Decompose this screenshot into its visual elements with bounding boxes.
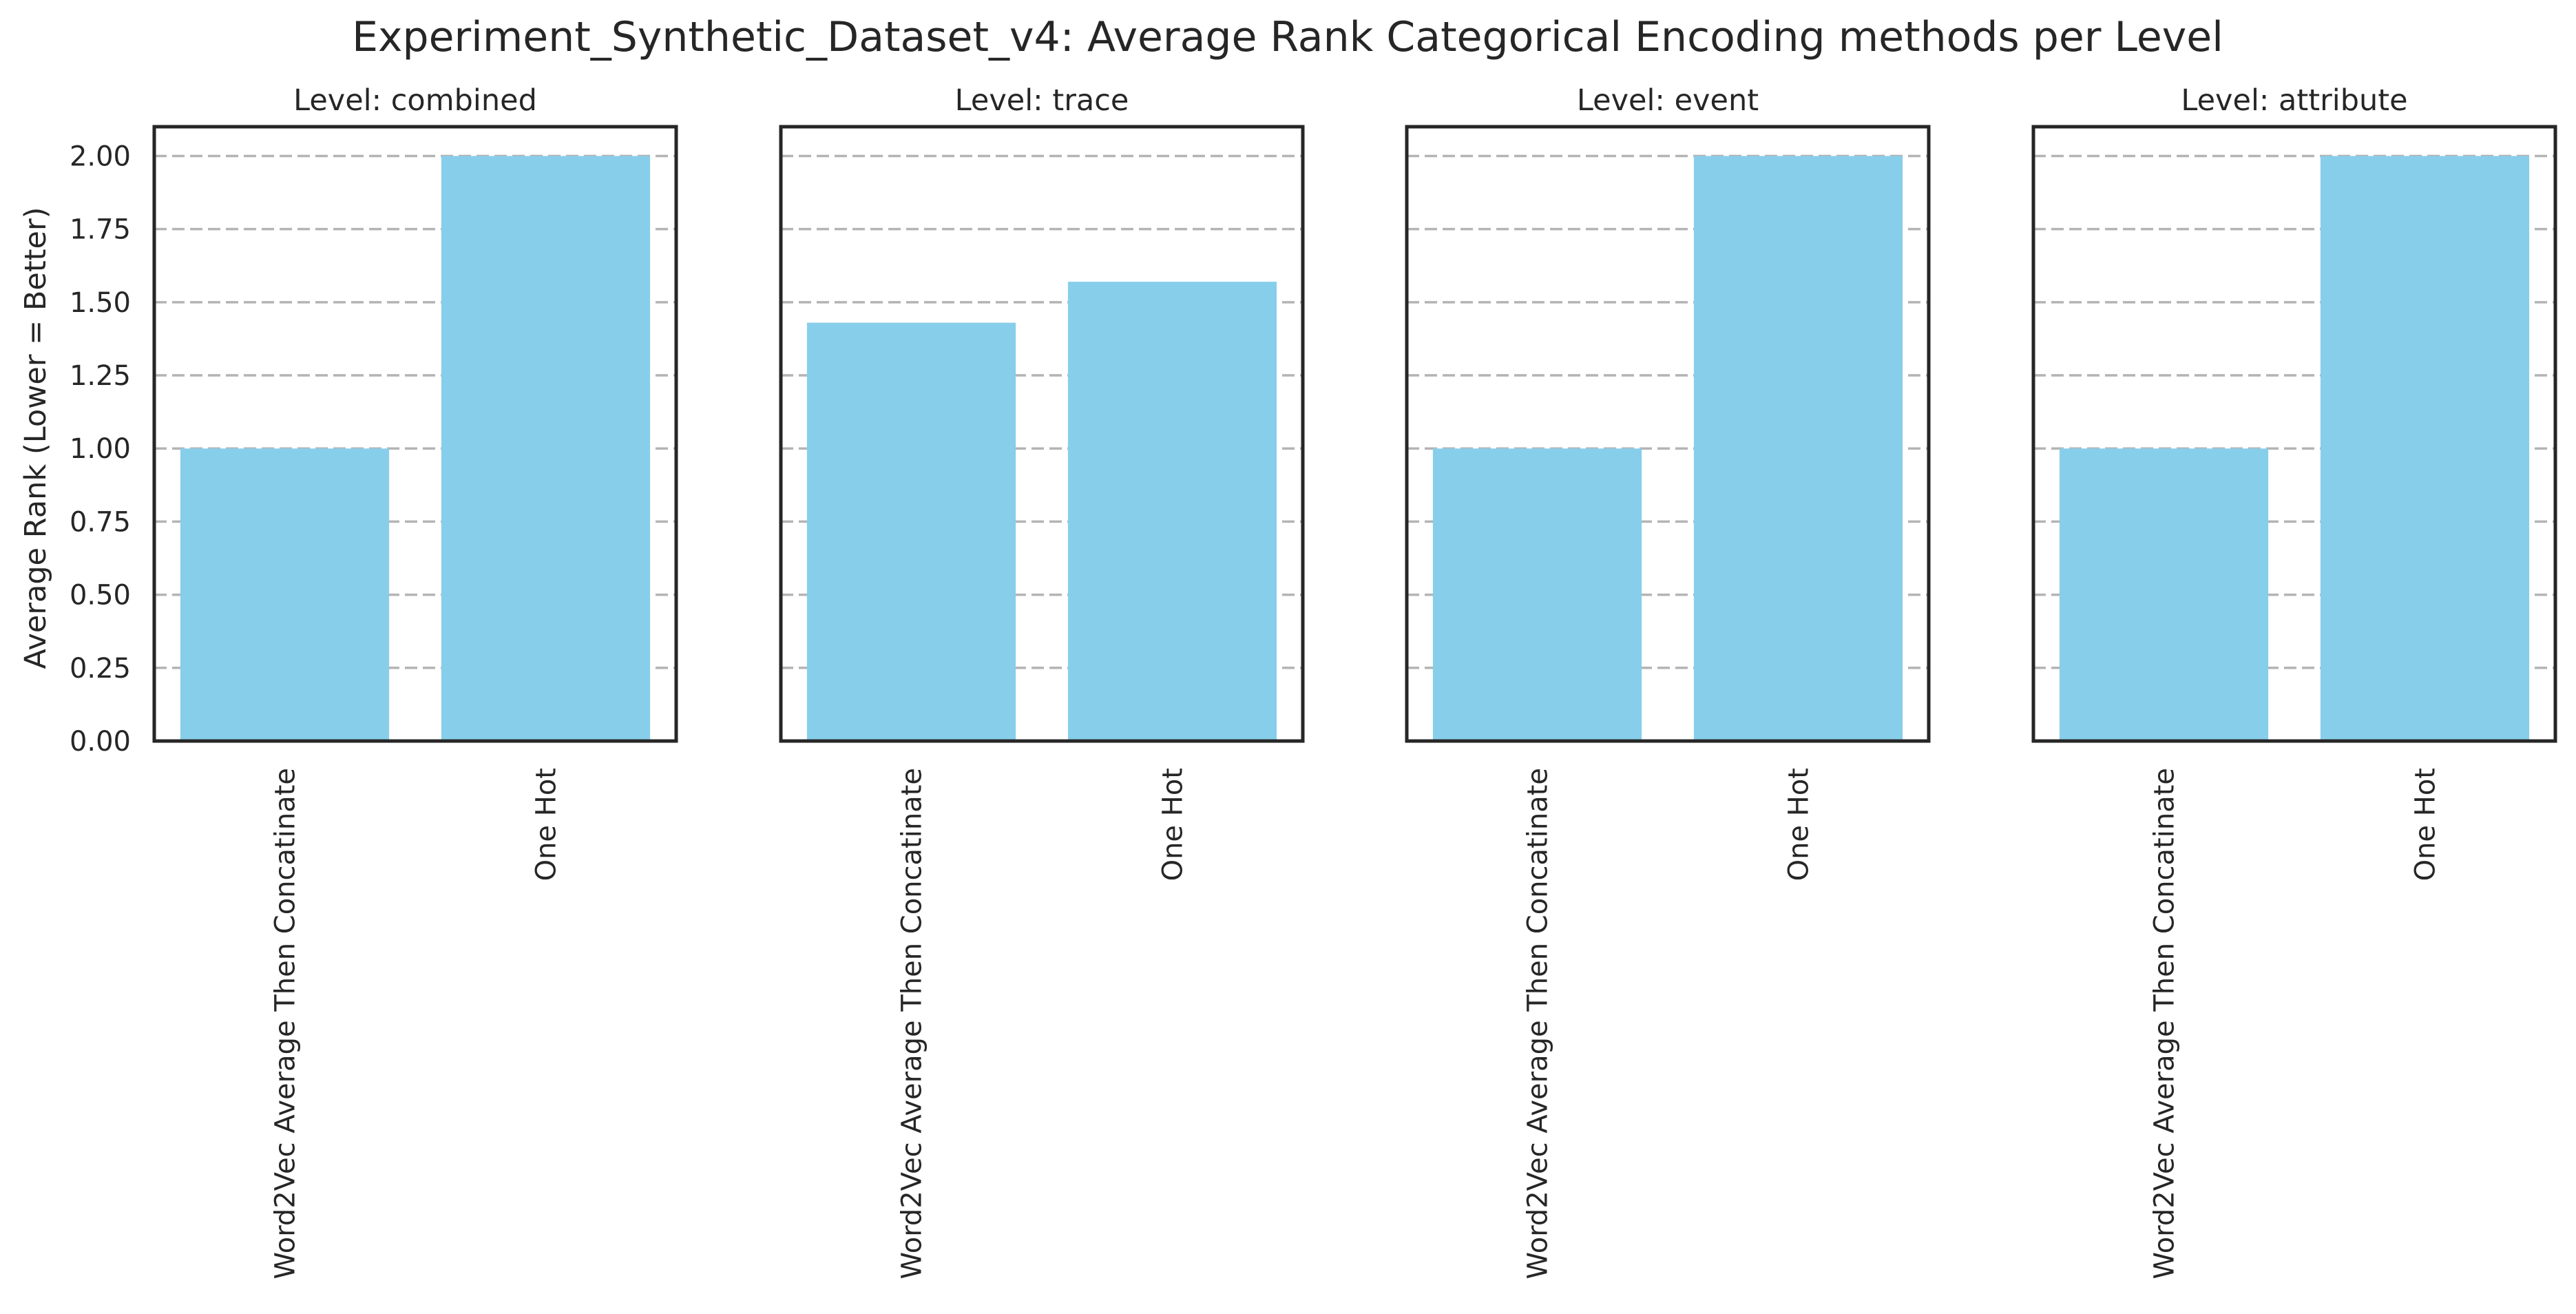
bar [806, 322, 1016, 742]
bar [1067, 282, 1277, 742]
x-tick-label: One Hot [1158, 768, 1189, 881]
panel-title: Level: trace [955, 83, 1129, 118]
y-tick-label: 0.75 [70, 506, 131, 538]
y-tick-label: 1.00 [70, 433, 131, 465]
panel-3: Level: event Word2Vec Average Then Concat… [1405, 83, 1931, 1279]
y-tick-label: 0.50 [70, 580, 131, 612]
bar [180, 448, 390, 741]
x-tick-label: One Hot [2410, 768, 2442, 881]
x-tick-label: Word2Vec Average Then Concatinate [1522, 768, 1554, 1279]
axes-frame [779, 125, 1305, 743]
bar [2320, 156, 2530, 741]
figure-title: Experiment_Synthetic_Dataset_v4: Average… [352, 13, 2223, 61]
y-tick-label: 2.00 [70, 140, 131, 172]
panel-title: Level: combined [293, 83, 537, 118]
bar [1432, 448, 1642, 741]
y-tick-label: 0.00 [70, 726, 131, 758]
x-tick-label: One Hot [1783, 768, 1815, 881]
axes-frame [2031, 125, 2557, 743]
x-tick-label: One Hot [531, 768, 563, 881]
panel-2: Level: trace Word2Vec Average Then Concat… [779, 83, 1305, 1279]
x-tick-label: Word2Vec Average Then Concatinate [897, 768, 928, 1279]
y-axis-label: Average Rank (Lower = Better) [19, 207, 53, 669]
y-tick-label: 1.75 [70, 214, 131, 246]
panel-1: Level: combined Word2Vec Average Then Con… [70, 83, 678, 1279]
y-tick-label: 1.25 [70, 360, 131, 392]
panel-title: Level: event [1577, 83, 1759, 118]
panel-4: Level: attribute Word2Vec Average Then Co… [2031, 83, 2557, 1279]
x-tick-label: Word2Vec Average Then Concatinate [2149, 768, 2181, 1279]
bar [441, 156, 651, 741]
axes-frame [1405, 125, 1931, 743]
axes-frame [152, 125, 678, 743]
bar [1693, 156, 1903, 741]
y-tick-label: 1.50 [70, 287, 131, 319]
x-tick-label: Word2Vec Average Then Concatinate [270, 768, 302, 1279]
bar [2059, 448, 2269, 741]
y-tick-label: 0.25 [70, 653, 131, 685]
panel-title: Level: attribute [2181, 83, 2407, 118]
